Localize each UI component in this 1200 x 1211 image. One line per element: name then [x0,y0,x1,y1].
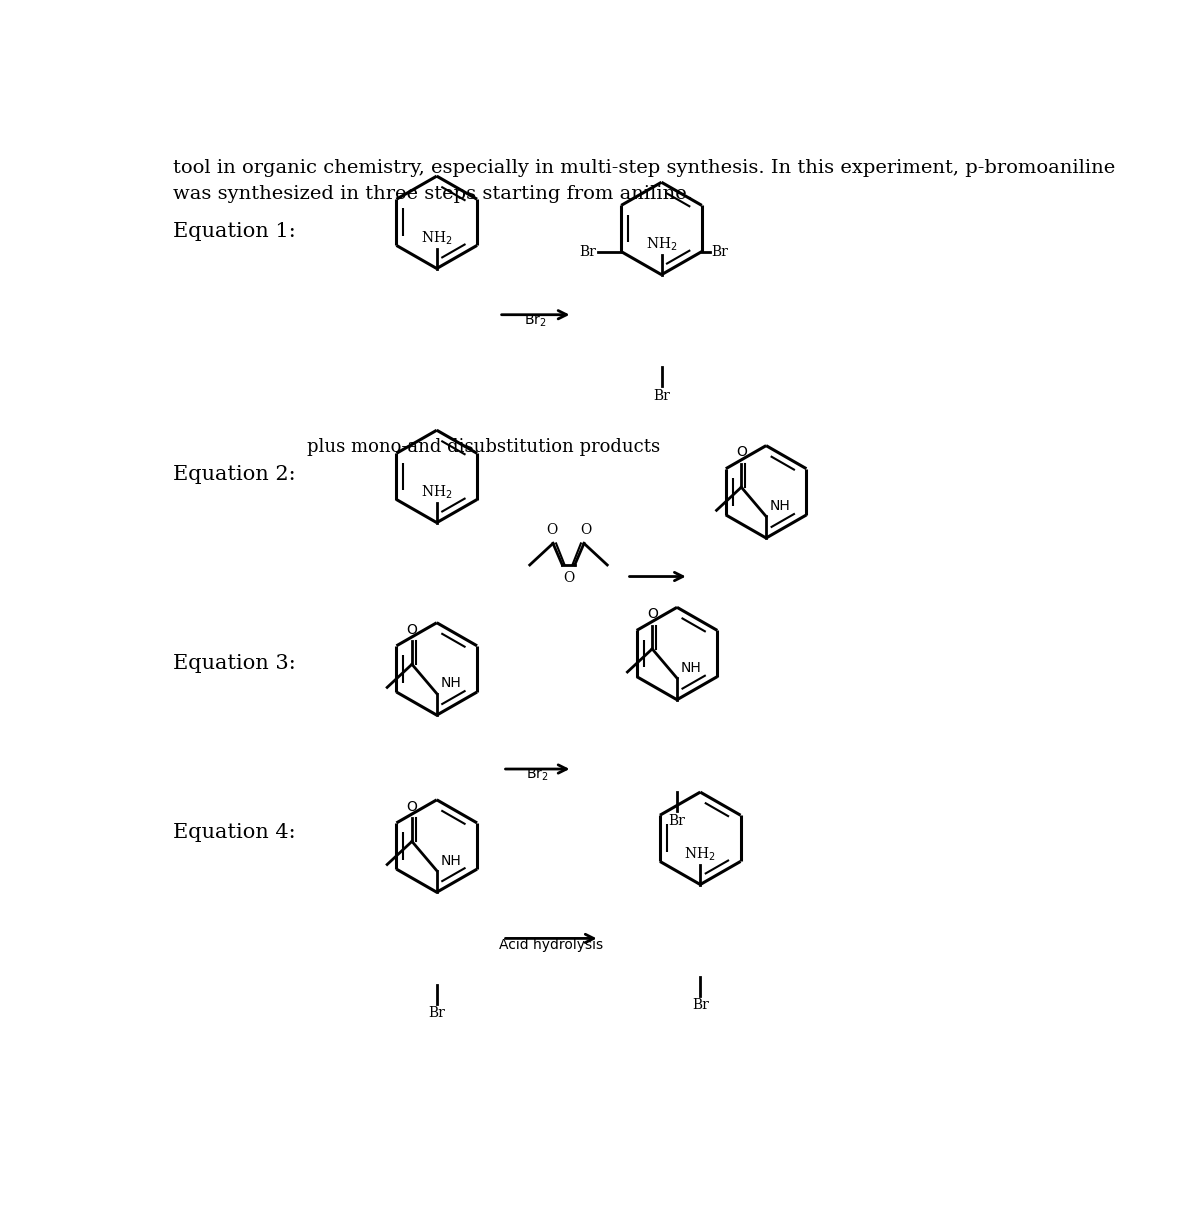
Text: Br: Br [580,245,596,259]
Text: NH$_2$: NH$_2$ [684,845,716,863]
Text: NH$_2$: NH$_2$ [646,236,677,253]
Text: NH: NH [440,854,461,867]
Text: Br: Br [692,999,709,1012]
Text: Br$_2$: Br$_2$ [527,767,548,782]
Text: O: O [563,572,574,585]
Text: O: O [546,523,557,538]
Text: NH$_2$: NH$_2$ [421,230,452,247]
Text: NH$_2$: NH$_2$ [421,483,452,501]
Text: plus mono-and disubstitution products: plus mono-and disubstitution products [307,438,660,455]
Text: Br: Br [668,814,685,827]
Text: Equation 4:: Equation 4: [173,823,296,842]
Text: O: O [647,607,658,621]
Text: O: O [407,622,418,637]
Text: NH: NH [680,661,702,675]
Text: Acid hydrolysis: Acid hydrolysis [499,939,604,952]
Text: O: O [407,799,418,814]
Text: Br: Br [653,389,670,402]
Text: tool in organic chemistry, especially in multi-step synthesis. In this experimen: tool in organic chemistry, especially in… [173,159,1116,177]
Text: Br: Br [712,245,728,259]
Text: Equation 1:: Equation 1: [173,223,296,241]
Text: Equation 2:: Equation 2: [173,465,296,484]
Text: Br: Br [428,1006,445,1020]
Text: was synthesized in three steps starting from aniline.: was synthesized in three steps starting … [173,185,694,203]
Text: Equation 3:: Equation 3: [173,654,296,672]
Text: Br$_2$: Br$_2$ [524,312,547,328]
Text: O: O [736,446,746,459]
Text: O: O [580,523,592,538]
Text: NH: NH [770,499,791,513]
Text: NH: NH [440,677,461,690]
